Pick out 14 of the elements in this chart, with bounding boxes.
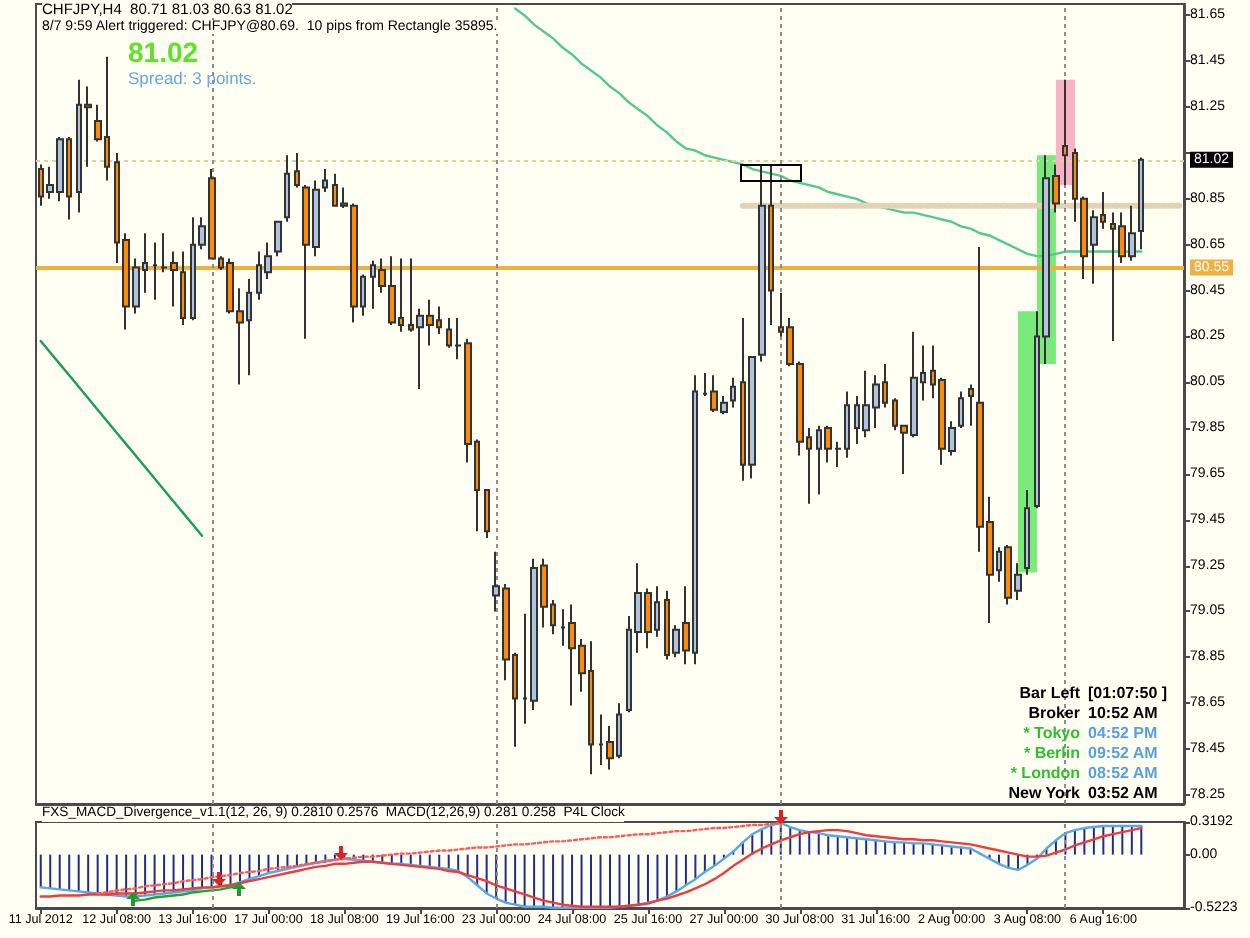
annotation: * London [1010,764,1080,782]
annotation: * Tokyo [1023,724,1080,742]
annotation: 81.02 [128,36,199,68]
annotation: New York [1008,784,1080,802]
annotation: Bar Left [1019,684,1080,702]
annotation: * Berlin [1023,744,1080,762]
annotation: 10:52 AM [1088,704,1158,722]
annotation: [01:07:50 ] [1088,684,1168,702]
annotation: 03:52 AM [1088,784,1158,802]
annotation: 04:52 PM [1088,724,1158,742]
annotation: 08:52 AM [1088,764,1158,782]
annotation: 09:52 AM [1088,744,1158,762]
annotation: Broker [1028,704,1080,722]
annotation: Spread: 3 points. [128,68,257,88]
